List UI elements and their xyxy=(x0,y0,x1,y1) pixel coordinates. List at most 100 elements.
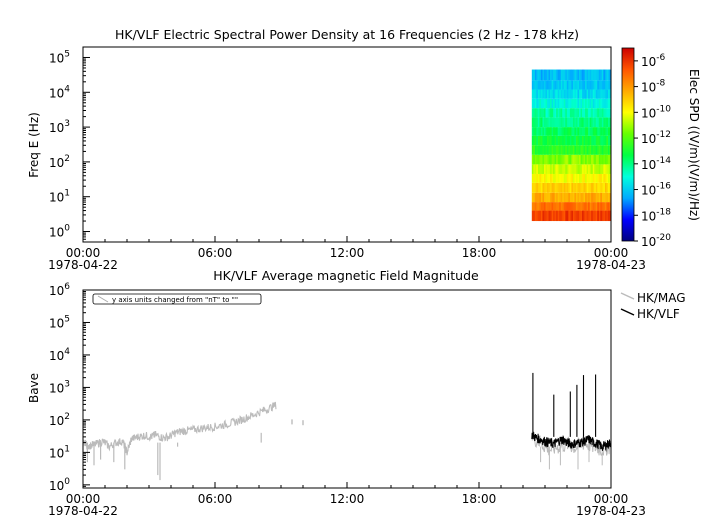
spectrogram-cell xyxy=(585,98,588,109)
spectrogram-cell xyxy=(569,127,572,136)
spectrogram-cell xyxy=(591,69,594,81)
spectrogram-cell xyxy=(591,127,594,136)
spectrogram-cell xyxy=(574,117,577,128)
spectrogram-cell xyxy=(580,98,583,109)
spectrogram-cell xyxy=(562,108,565,118)
spectrogram-cell xyxy=(582,108,584,118)
spectrogram-cell xyxy=(547,210,549,222)
spectrogram-cell xyxy=(551,173,554,183)
spectrogram-cell xyxy=(609,89,612,99)
spectrogram-cell xyxy=(559,182,562,193)
spectrogram-cell xyxy=(583,98,586,109)
spectrogram-cell xyxy=(568,80,571,90)
x-tick-label: 00:00 xyxy=(66,492,101,506)
spectrogram-cell xyxy=(609,145,612,155)
spectrogram-cell xyxy=(533,154,536,165)
spectrogram-cell xyxy=(562,127,565,136)
spectrogram-cell xyxy=(556,182,559,193)
spectrogram-cell xyxy=(600,164,603,174)
spectrogram-cell xyxy=(572,80,575,90)
spectrogram-cell xyxy=(550,210,552,222)
spectrogram-cell xyxy=(592,164,595,174)
spectrogram-cell xyxy=(565,192,568,203)
spectrogram-cell xyxy=(569,80,572,90)
spectrogram-cell xyxy=(565,145,568,155)
spectrogram-cell xyxy=(577,108,580,118)
spectrogram-cell xyxy=(548,89,551,99)
spectrogram-cell xyxy=(556,117,559,128)
spectrogram-cell xyxy=(572,98,575,109)
spectrogram-cell xyxy=(579,182,581,193)
spectrogram-cell xyxy=(537,173,540,183)
spectrogram-cell xyxy=(539,80,542,90)
spectrogram-cell xyxy=(574,182,577,193)
spectrogram-cell xyxy=(539,89,542,99)
spectrogram-cell xyxy=(582,127,584,136)
spectrogram-cell xyxy=(536,182,539,193)
spectrogram-cell xyxy=(542,108,545,118)
spectrogram-cell xyxy=(568,154,571,165)
spectrogram-cell xyxy=(545,192,548,203)
spectrogram-cell xyxy=(566,80,569,90)
spectrogram-cell xyxy=(591,80,594,90)
spectrogram-cell xyxy=(572,154,575,165)
y-tick-label: 100 xyxy=(49,224,70,240)
spectrogram-cell xyxy=(534,98,537,109)
spectrogram-cell xyxy=(545,127,548,136)
spectrogram-cell xyxy=(569,164,572,174)
spectrogram-cell xyxy=(560,210,563,222)
spectrogram-cell xyxy=(559,117,562,128)
spectrogram-cell xyxy=(588,80,591,90)
spectrogram-cell xyxy=(560,127,563,136)
spectrogram-cell xyxy=(565,182,568,193)
spectrogram-cell xyxy=(598,80,601,90)
spectrogram-cell xyxy=(586,173,589,183)
spectrogram-cell xyxy=(598,135,601,146)
spectrogram-cell xyxy=(600,80,603,90)
legend-label: HK/VLF xyxy=(637,307,680,321)
spectrogram-cell xyxy=(566,127,569,136)
spectrogram-cell xyxy=(589,69,592,81)
spectrogram-cell xyxy=(579,69,581,81)
spectrogram-cell xyxy=(598,69,601,81)
x-date-end: 1978-04-23 xyxy=(576,504,646,518)
spectrogram-cell xyxy=(556,173,559,183)
spectrogram-cell xyxy=(560,173,563,183)
spectrogram-cell xyxy=(550,182,552,193)
spectrogram-cell xyxy=(577,89,580,99)
spectrogram-cell xyxy=(533,80,536,90)
spectrogram-cell xyxy=(603,164,606,174)
spectrogram-cell xyxy=(603,145,606,155)
spectrogram-cell xyxy=(585,145,588,155)
colorbar-axis: 10-6 10-8 10-10 10-12 10-14 10-16 10-18 10-20 xyxy=(634,53,671,249)
spectrogram-cell xyxy=(606,117,609,128)
bave-plot-area xyxy=(83,290,611,488)
spectrogram-cell xyxy=(574,164,577,174)
spectrogram-cell xyxy=(601,127,604,136)
spectrogram-cell xyxy=(568,135,571,146)
spectrogram-cell xyxy=(565,210,568,222)
spectrogram-cell xyxy=(594,117,597,128)
spectrogram-cell xyxy=(556,164,559,174)
spectrogram-cell xyxy=(597,117,600,128)
spectrogram-cell xyxy=(583,127,586,136)
spectrogram-cell xyxy=(579,135,581,146)
spectrogram-cell xyxy=(595,210,598,222)
spectrogram-cell xyxy=(575,192,578,203)
spectrogram-cell xyxy=(537,98,540,109)
spectrogram-cell xyxy=(603,69,606,81)
spectrogram-cell xyxy=(533,108,536,118)
spectrogram-cell xyxy=(582,80,584,90)
spectrogram-cell xyxy=(575,202,578,211)
spectrogram-cell xyxy=(583,80,586,90)
spectrogram-cell xyxy=(548,108,551,118)
spectrogram-cell xyxy=(586,135,589,146)
spectrogram-cell xyxy=(580,127,583,136)
spectrogram-cell xyxy=(553,89,556,99)
spectrogram-cell xyxy=(553,210,556,222)
spectrogram-cell xyxy=(588,89,591,99)
spectrogram-cell xyxy=(543,164,546,174)
spectrogram-cell xyxy=(537,210,540,222)
spectrogram-cell xyxy=(607,80,610,90)
